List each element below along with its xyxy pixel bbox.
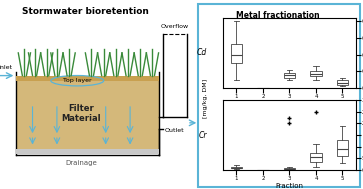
Text: Top layer: Top layer	[63, 78, 91, 83]
PathPatch shape	[284, 168, 295, 169]
X-axis label: Fraction: Fraction	[276, 183, 303, 189]
Text: [mg/kg, DM]: [mg/kg, DM]	[203, 79, 208, 118]
Polygon shape	[16, 149, 159, 154]
PathPatch shape	[310, 71, 322, 76]
Text: Inlet: Inlet	[0, 65, 12, 70]
Text: Stormwater bioretention: Stormwater bioretention	[22, 7, 149, 16]
Text: Cd: Cd	[197, 48, 207, 57]
Text: Metal fractionation: Metal fractionation	[236, 11, 319, 20]
Polygon shape	[16, 81, 159, 154]
PathPatch shape	[337, 80, 348, 84]
PathPatch shape	[337, 140, 348, 156]
Text: Cr: Cr	[199, 131, 207, 140]
Text: Filter
Material: Filter Material	[61, 104, 101, 123]
PathPatch shape	[231, 44, 242, 63]
PathPatch shape	[284, 73, 295, 78]
PathPatch shape	[231, 167, 242, 168]
Text: Drainage: Drainage	[65, 160, 97, 166]
Text: Overflow: Overflow	[161, 24, 189, 29]
Polygon shape	[16, 76, 159, 81]
PathPatch shape	[310, 153, 322, 162]
Text: Outlet: Outlet	[165, 128, 185, 133]
